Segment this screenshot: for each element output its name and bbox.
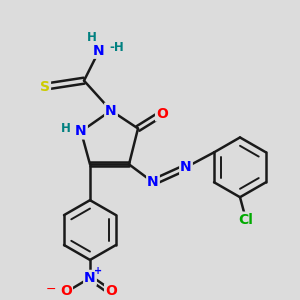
- Text: O: O: [105, 284, 117, 298]
- Text: O: O: [156, 106, 168, 121]
- Text: −: −: [46, 283, 56, 296]
- Text: N: N: [93, 44, 105, 58]
- Text: N: N: [105, 103, 117, 118]
- Text: N: N: [180, 160, 192, 174]
- Text: H: H: [87, 31, 96, 44]
- Text: Cl: Cl: [238, 213, 253, 226]
- Text: N: N: [84, 271, 96, 285]
- Text: S: S: [40, 80, 50, 94]
- Text: N: N: [75, 124, 87, 139]
- Text: O: O: [60, 284, 72, 298]
- Text: N: N: [147, 175, 159, 189]
- Text: H: H: [61, 122, 71, 135]
- Text: -H: -H: [110, 41, 124, 54]
- Text: +: +: [94, 266, 103, 276]
